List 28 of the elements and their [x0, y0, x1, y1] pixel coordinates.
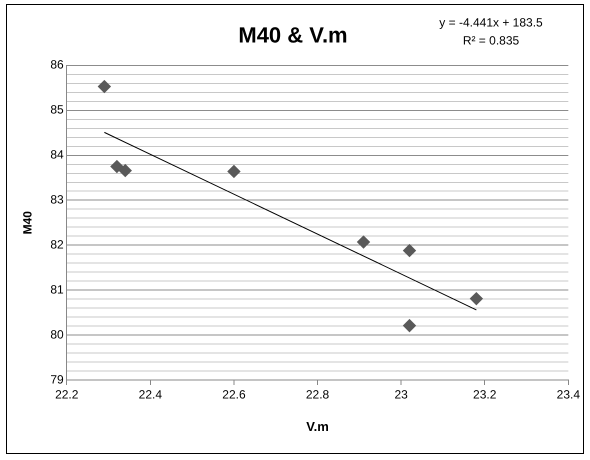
text: R² = 0.835	[462, 33, 520, 48]
point	[227, 164, 240, 178]
point	[402, 319, 416, 332]
point	[470, 292, 483, 306]
x-tick-label: 23	[394, 388, 408, 402]
text: y = -4.441x + 183.5	[439, 15, 544, 30]
y-tick-label: 83	[50, 192, 64, 207]
x-tick-label: 22.4	[138, 388, 162, 402]
point	[110, 160, 124, 174]
chart-title: M40 & V.m	[238, 22, 348, 48]
x-axis-title: V.m	[306, 418, 329, 434]
y-tick-label: 81	[50, 282, 64, 296]
y-tick-label: 82	[50, 237, 64, 252]
y-tick-label: 86	[50, 58, 64, 72]
point	[402, 244, 416, 258]
x-tick-label: 22.2	[55, 388, 79, 402]
x-tick-label: 22.6	[222, 388, 246, 402]
y-tick-label: 80	[50, 327, 64, 342]
point	[357, 236, 370, 249]
point	[98, 80, 111, 94]
x-tick-label: 23.2	[473, 388, 497, 402]
y-tick-label: 79	[50, 372, 64, 386]
y-tick-label: 85	[50, 102, 64, 117]
y-axis-title: M40	[20, 210, 35, 234]
y-tick-label: 84	[50, 148, 64, 162]
point	[118, 164, 132, 178]
x-tick-label: 23.4	[556, 388, 580, 402]
x-tick-label: 22.8	[306, 388, 330, 402]
